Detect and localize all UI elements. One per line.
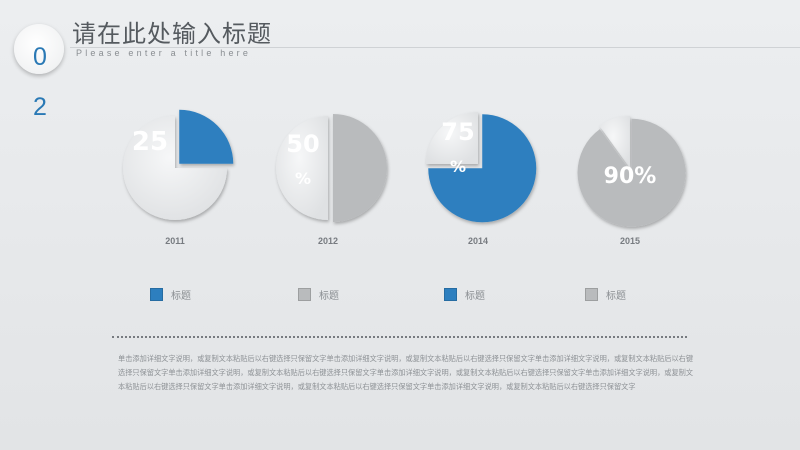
section-number-badge (14, 24, 64, 74)
pie-2012 (276, 114, 387, 222)
pie-value-label: 50 (286, 130, 319, 158)
body-paragraph[interactable]: 单击添加详细文字说明，或复制文本粘贴后以右键选择只保留文字单击添加详细文字说明，… (118, 354, 694, 391)
legend-swatch (150, 287, 163, 301)
pie-value-label: 75 (441, 118, 474, 146)
category-label: 2014 (468, 236, 488, 246)
pie-slice-2011 (179, 109, 234, 164)
legend-label: 标题 (465, 290, 485, 302)
pie-remainder-2012 (276, 116, 328, 220)
legend-item-4: 标题 (585, 286, 626, 302)
pie-2014 (426, 112, 537, 223)
category-label: 2012 (318, 236, 338, 246)
pie-2011 (123, 109, 234, 220)
pie-remainder-2011 (123, 116, 227, 220)
category-label: 2011 (165, 236, 185, 246)
pie-value-label: 25 (132, 127, 168, 157)
legend-swatch (298, 287, 311, 301)
page-subtitle[interactable]: Please enter a title here (76, 48, 252, 58)
legend-label: 标题 (319, 290, 339, 302)
legend-label: 标题 (171, 290, 191, 302)
pie-slice-2015 (577, 118, 686, 227)
category-label: 2015 (620, 236, 640, 246)
pie-remainder-2014 (426, 112, 478, 164)
pie-remainder-2015 (599, 116, 630, 168)
dotted-divider (112, 336, 687, 338)
legend-swatch (585, 287, 598, 301)
pie-percent-label: % (450, 157, 466, 176)
pie-slice-2014 (428, 114, 537, 223)
legend-label: 标题 (606, 290, 626, 302)
legend-item-1: 标题 (150, 286, 191, 302)
legend-item-3: 标题 (444, 286, 485, 302)
section-number: 02 (33, 43, 47, 121)
pie-slice-2012 (333, 114, 387, 222)
pie-2015 (577, 116, 686, 227)
pie-percent-label: % (295, 169, 311, 188)
header-divider (70, 47, 800, 48)
header: 02 请在此处输入标题 Please enter a title here (0, 0, 800, 121)
legend-swatch (444, 287, 457, 301)
pie-value-label: 90% (604, 164, 657, 189)
page-title[interactable]: 请在此处输入标题 (72, 20, 272, 48)
legend-item-2: 标题 (298, 286, 339, 302)
